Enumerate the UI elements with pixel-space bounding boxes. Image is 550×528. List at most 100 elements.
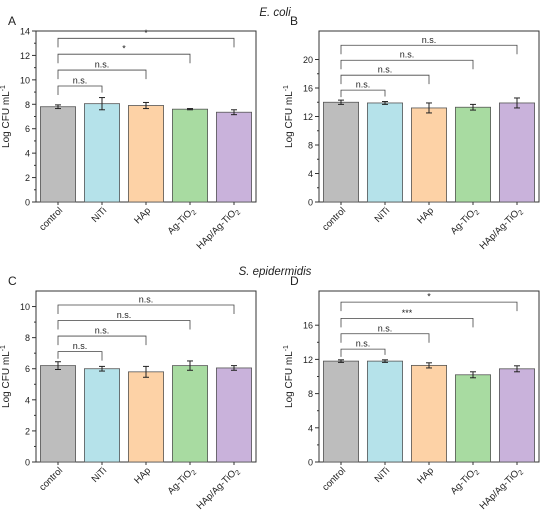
y-axis-label: Log CFU mL-1 [0, 85, 12, 148]
x-tick-label-HAp: HAp [132, 465, 153, 486]
significance-label: *** [402, 308, 413, 318]
panel-label: A [8, 14, 16, 28]
bar-NiTi [84, 368, 121, 463]
panel-D: D 0 4 8 12 16 Log CFU mL-1 control NiTi HAp Ag-TiO… [283, 274, 540, 513]
significance-label: n.s. [378, 323, 393, 333]
section-title-sepidermidis: S. epidermidis [239, 266, 312, 278]
significance-label: * [144, 28, 148, 38]
significance-label: n.s. [400, 50, 415, 60]
significance-label: n.s. [73, 75, 88, 85]
bar-HAp/Ag-TiO2 [215, 111, 252, 203]
panel-label: D [290, 274, 299, 288]
x-tick-label-Ag-TiO2: Ag-TiO2 [449, 465, 482, 498]
bar-HAp [127, 105, 164, 203]
bar-control [40, 106, 77, 203]
y-tick-label: 20 [303, 55, 313, 65]
y-tick-label: 4 [308, 169, 313, 179]
x-tick-label-Ag-TiO2: Ag-TiO2 [166, 205, 199, 238]
x-tick-label-HAp/Ag-TiO2: HAp/Ag-TiO2 [195, 205, 243, 253]
x-tick-label-NiTi: NiTi [373, 205, 392, 224]
x-tick-label-NiTi: NiTi [373, 465, 392, 484]
y-tick-label: 10 [20, 75, 30, 85]
significance-bracket [340, 301, 518, 312]
significance-bracket [57, 320, 191, 330]
bar-Ag-TiO2 [454, 106, 491, 203]
panel-label: C [8, 274, 17, 288]
significance-label: n.s. [356, 339, 371, 349]
y-tick-label: 2 [25, 426, 30, 436]
significance-bracket [57, 85, 103, 95]
significance-bracket [340, 44, 518, 55]
panel-C: C 0 2 4 6 8 10 Log CFU mL-1 control NiTi HAp Ag-TiO… [0, 274, 257, 512]
y-tick-label: 0 [25, 458, 30, 468]
bar-NiTi [84, 103, 121, 203]
significance-label: n.s. [356, 80, 371, 90]
y-tick-label: 14 [20, 27, 30, 37]
significance-label: n.s. [139, 294, 154, 304]
bar-HAp/Ag-TiO2 [498, 102, 535, 203]
x-tick-label-HAp/Ag-TiO2: HAp/Ag-TiO2 [478, 465, 526, 513]
x-tick-label-control: control [320, 205, 348, 233]
y-tick-label: 16 [303, 321, 313, 331]
x-tick-label-Ag-TiO2: Ag-TiO2 [449, 205, 482, 238]
bar-control [40, 365, 77, 463]
significance-label: n.s. [95, 60, 110, 70]
significance-label: * [122, 44, 126, 54]
y-tick-label: 10 [20, 302, 30, 312]
panel-B: B 0 4 8 12 16 20 Log CFU mL-1 control NiTi HAp Ag-T… [283, 14, 540, 253]
y-tick-label: 8 [25, 100, 30, 110]
x-tick-label-control: control [320, 465, 348, 493]
bar-Ag-TiO2 [454, 374, 491, 463]
x-tick-label-NiTi: NiTi [90, 465, 109, 484]
bar-Ag-TiO2 [171, 365, 208, 463]
x-tick-label-HAp: HAp [415, 205, 436, 226]
bar-HAp/Ag-TiO2 [215, 367, 252, 463]
bar-NiTi [366, 102, 403, 203]
bar-Ag-TiO2 [171, 108, 208, 203]
y-tick-label: 12 [20, 51, 30, 61]
y-tick-label: 16 [303, 84, 313, 94]
x-tick-label-HAp/Ag-TiO2: HAp/Ag-TiO2 [478, 205, 526, 253]
significance-bracket [57, 37, 235, 48]
bar-HAp [127, 371, 164, 463]
significance-label: n.s. [378, 65, 393, 75]
x-tick-label-HAp: HAp [415, 465, 436, 486]
significance-label: n.s. [422, 35, 437, 45]
y-axis-label: Log CFU mL-1 [283, 345, 295, 408]
bar-HAp [410, 107, 447, 203]
significance-label: n.s. [95, 326, 110, 336]
section-title-ecoli: E. coli [259, 7, 291, 19]
significance-bracket [340, 317, 474, 328]
x-tick-label-NiTi: NiTi [90, 205, 109, 224]
panels: A 0 2 4 6 8 10 12 14 Log CFU mL-1 control NiTi HAp Ag… [0, 14, 540, 513]
y-tick-label: 8 [308, 389, 313, 399]
significance-bracket [340, 74, 430, 85]
y-tick-label: 8 [25, 333, 30, 343]
significance-bracket [57, 69, 147, 80]
x-tick-label-control: control [37, 465, 65, 493]
bar-control [322, 101, 359, 203]
significance-bracket [340, 348, 386, 357]
panel-A: A 0 2 4 6 8 10 12 14 Log CFU mL-1 control NiTi HAp Ag… [0, 14, 257, 253]
x-tick-label-control: control [37, 205, 65, 233]
y-tick-label: 4 [25, 149, 30, 159]
y-tick-label: 12 [303, 355, 313, 365]
significance-label: n.s. [73, 341, 88, 351]
y-tick-label: 0 [25, 198, 30, 208]
y-tick-label: 6 [25, 364, 30, 374]
bar-HAp [410, 364, 447, 463]
y-tick-label: 2 [25, 173, 30, 183]
significance-bracket [340, 333, 430, 343]
y-tick-label: 0 [308, 198, 313, 208]
significance-bracket [340, 59, 474, 70]
significance-bracket [340, 89, 386, 98]
y-tick-label: 4 [25, 395, 30, 405]
y-axis-label: Log CFU mL-1 [0, 345, 12, 408]
y-axis-label: Log CFU mL-1 [283, 85, 295, 148]
bar-NiTi [366, 360, 403, 463]
significance-bracket [57, 351, 103, 361]
bar-control [322, 360, 359, 463]
significance-bracket [57, 304, 235, 314]
significance-bracket [57, 335, 147, 346]
